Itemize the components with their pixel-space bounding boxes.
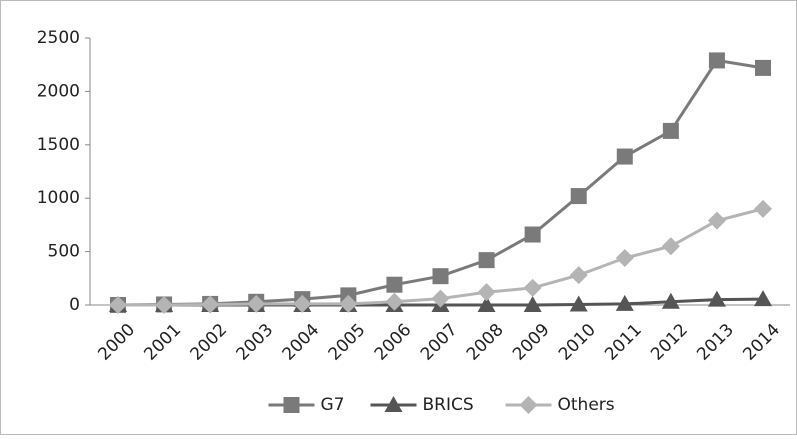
- x-tick-label: 2010: [555, 320, 600, 365]
- data-point: [477, 283, 496, 302]
- legend-label: BRICS: [423, 395, 474, 415]
- x-tick-label: 2009: [509, 320, 554, 365]
- x-tick-label: 2004: [279, 320, 324, 365]
- data-point: [754, 290, 772, 307]
- data-point: [707, 211, 726, 230]
- x-tick-label: 2000: [94, 320, 139, 365]
- data-point: [569, 295, 588, 312]
- data-point: [432, 268, 449, 285]
- data-point: [661, 292, 680, 309]
- data-point: [523, 296, 542, 312]
- data-point: [662, 122, 679, 139]
- legend-marker: [384, 396, 403, 412]
- legend-marker: [283, 397, 300, 413]
- x-tick-label: 2005: [325, 320, 370, 365]
- data-point: [247, 294, 266, 313]
- legend-marker: [519, 396, 538, 414]
- data-point: [201, 295, 220, 314]
- y-tick-label: 1500: [37, 135, 80, 155]
- data-point: [569, 266, 588, 285]
- x-tick-label: 2007: [417, 320, 462, 365]
- y-tick-label: 500: [48, 242, 80, 262]
- data-point: [477, 296, 496, 312]
- data-point: [707, 290, 726, 307]
- data-point: [109, 296, 127, 314]
- data-point: [155, 296, 174, 314]
- x-tick-label: 2003: [233, 320, 278, 365]
- x-tick-label: 2014: [739, 320, 784, 365]
- data-point: [385, 292, 404, 311]
- legend-label: G7: [321, 395, 345, 415]
- data-point: [478, 252, 495, 269]
- legend-label: Others: [558, 395, 615, 415]
- data-point: [524, 226, 541, 243]
- y-tick-label: 2000: [37, 81, 80, 101]
- data-point: [616, 148, 633, 165]
- data-point: [293, 294, 312, 313]
- data-point: [570, 188, 587, 205]
- data-point: [755, 59, 771, 76]
- x-tick-label: 2001: [140, 320, 185, 365]
- data-point: [708, 52, 725, 69]
- data-point: [661, 237, 680, 256]
- x-tick-label: 2002: [186, 320, 231, 365]
- x-tick-label: 2008: [463, 320, 508, 365]
- x-tick-label: 2011: [601, 320, 646, 365]
- data-point: [386, 276, 403, 293]
- data-point: [615, 294, 634, 311]
- x-tick-label: 2012: [647, 320, 692, 365]
- data-point: [431, 289, 450, 308]
- data-point: [615, 249, 634, 268]
- x-tick-label: 2013: [693, 320, 738, 365]
- data-point: [754, 199, 772, 218]
- y-tick-label: 2500: [37, 28, 80, 48]
- x-tick-label: 2006: [371, 320, 416, 365]
- data-point: [523, 278, 542, 297]
- data-point: [339, 294, 358, 313]
- y-tick-label: 1000: [37, 188, 80, 208]
- y-tick-label: 0: [69, 295, 80, 315]
